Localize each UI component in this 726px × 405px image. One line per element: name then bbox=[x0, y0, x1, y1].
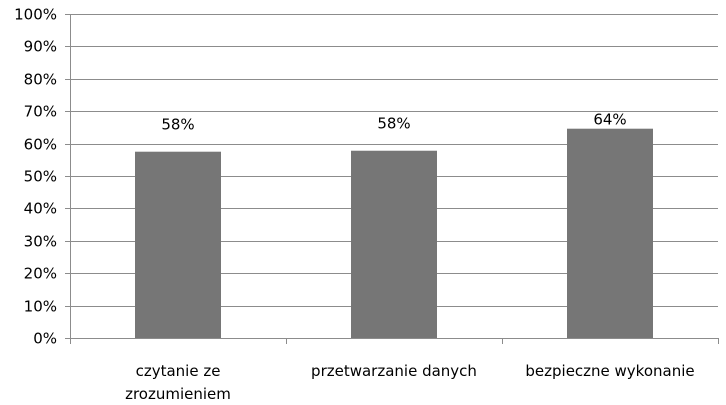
y-tick-label: 0% bbox=[33, 330, 57, 348]
y-tick-label: 30% bbox=[24, 233, 57, 251]
x-axis-category-labels: czytanie ze zrozumieniem przetwarzanie dan… bbox=[125, 362, 695, 403]
data-label-1: 58% bbox=[377, 115, 410, 133]
y-tick-label: 40% bbox=[24, 200, 57, 218]
bar-2 bbox=[567, 128, 653, 338]
category-label-1: przetwarzanie danych bbox=[311, 362, 477, 380]
y-axis-tick-labels: 0% 10% 20% 30% 40% 50% 60% 70% 80% 90% 100% bbox=[14, 6, 57, 348]
bar-0 bbox=[135, 151, 221, 338]
category-label-2: bezpieczne wykonanie bbox=[525, 362, 694, 380]
bars bbox=[135, 128, 653, 338]
y-tick-label: 10% bbox=[24, 298, 57, 316]
data-label-2: 64% bbox=[593, 111, 626, 129]
y-tick-label: 50% bbox=[24, 168, 57, 186]
y-tick-label: 80% bbox=[24, 71, 57, 89]
y-tick-label: 20% bbox=[24, 265, 57, 283]
y-tick-label: 60% bbox=[24, 136, 57, 154]
category-label-0: czytanie ze zrozumieniem bbox=[125, 362, 231, 403]
y-tick-label: 90% bbox=[24, 38, 57, 56]
y-tick-label: 100% bbox=[14, 6, 57, 24]
y-tick-label: 70% bbox=[24, 103, 57, 121]
data-label-0: 58% bbox=[161, 116, 194, 134]
axes bbox=[65, 14, 719, 344]
bar-1 bbox=[351, 150, 437, 338]
data-labels: 58% 58% 64% bbox=[161, 111, 626, 134]
